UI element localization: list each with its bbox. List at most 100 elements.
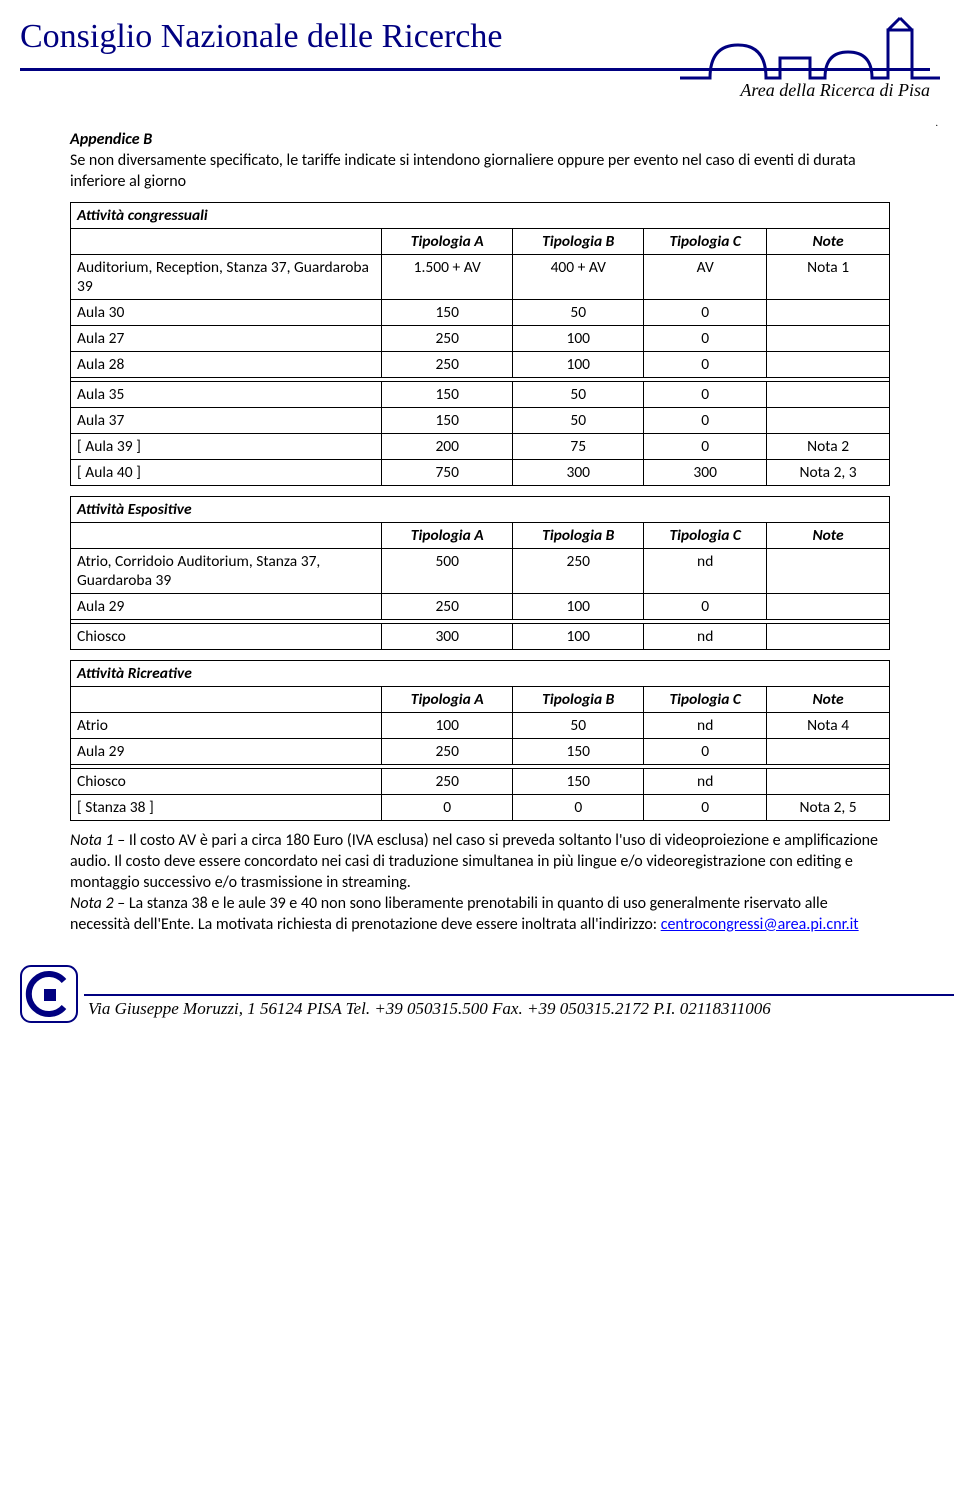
- cell-c: 0: [644, 326, 767, 352]
- cell-b: 50: [513, 382, 644, 408]
- col-note: Note: [767, 229, 890, 255]
- row-label: [ Aula 40 ]: [71, 460, 382, 486]
- cell-a: 250: [382, 326, 513, 352]
- section-title: Attività congressuali: [71, 203, 890, 229]
- letterhead: Consiglio Nazionale delle Ricerche Area …: [70, 0, 890, 120]
- cell-note: [767, 352, 890, 378]
- row-label: [ Stanza 38 ]: [71, 795, 382, 821]
- header-rule: [20, 68, 930, 71]
- row-label: Aula 35: [71, 382, 382, 408]
- cell-b: 100: [513, 352, 644, 378]
- row-label: Aula 29: [71, 594, 382, 620]
- cell-b: 300: [513, 460, 644, 486]
- org-name: Consiglio Nazionale delle Ricerche: [20, 18, 502, 56]
- row-label: Aula 27: [71, 326, 382, 352]
- cell-c: AV: [644, 255, 767, 300]
- table-row: Aula 292501000: [71, 594, 890, 620]
- cell-note: [767, 769, 890, 795]
- cell-c: 0: [644, 300, 767, 326]
- cell-a: 750: [382, 460, 513, 486]
- col-a: Tipologia A: [382, 687, 513, 713]
- table-header-row: Tipologia A Tipologia B Tipologia C Note: [71, 687, 890, 713]
- nota2-label: Nota 2: [70, 894, 114, 913]
- nota1-label: Nota 1: [70, 831, 114, 850]
- cell-a: 0: [382, 795, 513, 821]
- row-label: Aula 30: [71, 300, 382, 326]
- cell-c: 0: [644, 382, 767, 408]
- table-row: Aula 37150500: [71, 408, 890, 434]
- cell-b: 150: [513, 739, 644, 765]
- table-row: [ Aula 39 ]200750Nota 2: [71, 434, 890, 460]
- table-row: [ Aula 40 ]750300300Nota 2, 3: [71, 460, 890, 486]
- corner-dot: .: [935, 116, 938, 129]
- row-label: Atrio, Corridoio Auditorium, Stanza 37, …: [71, 549, 382, 594]
- table-row: Atrio10050ndNota 4: [71, 713, 890, 739]
- cell-b: 100: [513, 594, 644, 620]
- notes-block: Nota 1 – Il costo AV è pari a circa 180 …: [70, 831, 890, 935]
- col-c: Tipologia C: [644, 687, 767, 713]
- skyline-icon: [680, 10, 940, 85]
- cell-b: 50: [513, 300, 644, 326]
- footer: Via Giuseppe Moruzzi, 1 56124 PISA Tel. …: [70, 965, 890, 1035]
- col-b: Tipologia B: [513, 229, 644, 255]
- col-note: Note: [767, 523, 890, 549]
- cell-note: [767, 300, 890, 326]
- footer-address: Via Giuseppe Moruzzi, 1 56124 PISA Tel. …: [88, 999, 771, 1019]
- row-label: Chiosco: [71, 624, 382, 650]
- cell-note: [767, 326, 890, 352]
- cnr-logo-icon: [20, 965, 78, 1023]
- cell-a: 500: [382, 549, 513, 594]
- col-b: Tipologia B: [513, 523, 644, 549]
- col-c: Tipologia C: [644, 229, 767, 255]
- cell-note: Nota 1: [767, 255, 890, 300]
- row-label: Auditorium, Reception, Stanza 37, Guarda…: [71, 255, 382, 300]
- row-label: Aula 29: [71, 739, 382, 765]
- cell-b: 100: [513, 624, 644, 650]
- section-title: Attività Espositive: [71, 497, 890, 523]
- cell-c: 300: [644, 460, 767, 486]
- cell-note: Nota 2: [767, 434, 890, 460]
- table-espositive: Attività Espositive Tipologia A Tipologi…: [70, 496, 890, 650]
- table-row: Aula 30150500: [71, 300, 890, 326]
- cell-b: 75: [513, 434, 644, 460]
- table-ricreative: Attività Ricreative Tipologia A Tipologi…: [70, 660, 890, 821]
- cell-a: 1.500 + AV: [382, 255, 513, 300]
- col-b: Tipologia B: [513, 687, 644, 713]
- table-row: Auditorium, Reception, Stanza 37, Guarda…: [71, 255, 890, 300]
- cell-note: [767, 739, 890, 765]
- appendix-intro: Appendice B Se non diversamente specific…: [70, 130, 890, 192]
- table-header-row: Tipologia A Tipologia B Tipologia C Note: [71, 229, 890, 255]
- row-label: Atrio: [71, 713, 382, 739]
- cell-c: nd: [644, 769, 767, 795]
- cell-note: [767, 624, 890, 650]
- cell-note: [767, 382, 890, 408]
- cell-a: 300: [382, 624, 513, 650]
- table-row: Atrio, Corridoio Auditorium, Stanza 37, …: [71, 549, 890, 594]
- table-row: Chiosco300100nd: [71, 624, 890, 650]
- cell-b: 250: [513, 549, 644, 594]
- cell-c: nd: [644, 624, 767, 650]
- cell-b: 50: [513, 408, 644, 434]
- cell-c: 0: [644, 739, 767, 765]
- nota1-text: – Il costo AV è pari a circa 180 Euro (I…: [70, 831, 878, 892]
- cell-b: 0: [513, 795, 644, 821]
- cell-b: 150: [513, 769, 644, 795]
- cell-b: 100: [513, 326, 644, 352]
- row-label: Chiosco: [71, 769, 382, 795]
- cell-note: [767, 594, 890, 620]
- cell-note: Nota 4: [767, 713, 890, 739]
- table-congressuali: Attività congressuali Tipologia A Tipolo…: [70, 202, 890, 486]
- table-row: [ Stanza 38 ]000Nota 2, 5: [71, 795, 890, 821]
- col-a: Tipologia A: [382, 229, 513, 255]
- table-row: Aula 282501000: [71, 352, 890, 378]
- cell-a: 150: [382, 382, 513, 408]
- page: Consiglio Nazionale delle Ricerche Area …: [0, 0, 960, 1065]
- email-link[interactable]: centrocongressi@area.pi.cnr.it: [661, 915, 859, 934]
- table-header-row: Tipologia A Tipologia B Tipologia C Note: [71, 523, 890, 549]
- cell-note: Nota 2, 3: [767, 460, 890, 486]
- cell-c: nd: [644, 549, 767, 594]
- row-label: Aula 37: [71, 408, 382, 434]
- footer-rule: [84, 994, 954, 996]
- cell-a: 250: [382, 769, 513, 795]
- cell-a: 200: [382, 434, 513, 460]
